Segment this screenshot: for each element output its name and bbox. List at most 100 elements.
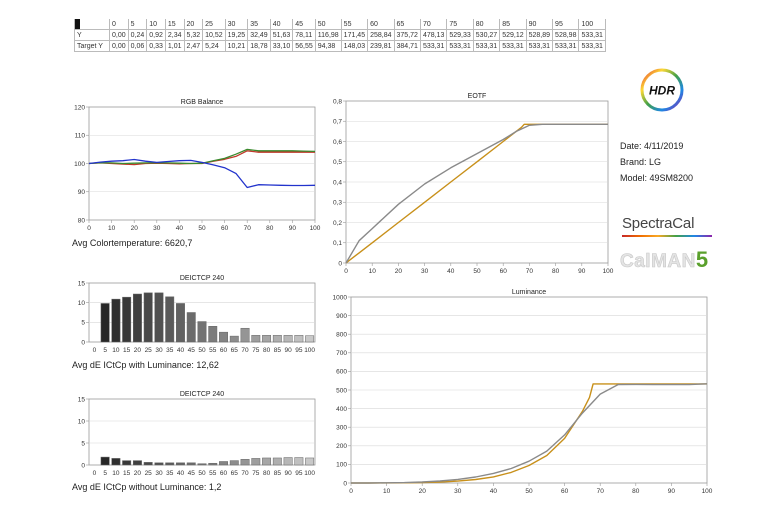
de-with-luminance-caption: Avg dE ICtCp with Luminance: 12,62 (72, 360, 219, 370)
bar (176, 462, 185, 466)
info-model: Model: 49SM8200 (620, 173, 694, 183)
y-tick-label: 0,2 (333, 220, 342, 227)
y-tick-label: 0 (343, 480, 347, 487)
x-tick-label: 70 (244, 225, 252, 232)
y-tick-label: 90 (78, 189, 86, 196)
x-tick-label: 65 (231, 470, 239, 477)
x-tick-label: 90 (284, 347, 292, 354)
calman-version: 5 (695, 247, 709, 272)
spectracal-underline (622, 235, 712, 237)
x-tick-label: 0 (93, 347, 97, 354)
bar (305, 335, 315, 343)
x-tick-label: 80 (266, 225, 274, 232)
x-tick-label: 80 (552, 268, 560, 275)
x-tick-label: 80 (263, 347, 271, 354)
x-tick-label: 50 (198, 347, 206, 354)
x-tick-label: 75 (252, 470, 260, 477)
x-tick-label: 25 (145, 347, 153, 354)
x-tick-label: 90 (284, 470, 292, 477)
x-tick-label: 45 (188, 347, 196, 354)
bar (176, 303, 185, 343)
x-tick-label: 80 (632, 488, 640, 495)
y-tick-label: 100 (336, 462, 347, 469)
y-tick-label: 5 (81, 440, 85, 447)
bar (219, 461, 228, 466)
bar (132, 460, 142, 466)
x-tick-label: 60 (500, 268, 508, 275)
y-tick-label: 500 (336, 387, 347, 394)
x-tick-label: 10 (369, 268, 377, 275)
table-cell: 533,31 (578, 40, 606, 52)
table-header-row: 0 5 10 15 20 25 30 35 40 45 50 55 60 65 70 75 80 85 90 95 10… (74, 19, 606, 30)
series-line-blue (88, 158, 316, 189)
x-tick-label: 5 (103, 347, 107, 354)
x-tick-label: 35 (166, 347, 174, 354)
x-tick-label: 40 (177, 470, 185, 477)
x-tick-label: 100 (603, 268, 614, 275)
table-row-label: Target Y (74, 40, 110, 52)
bar (229, 335, 239, 343)
y-tick-label: 900 (336, 313, 347, 320)
x-tick-label: 90 (668, 488, 676, 495)
x-tick-label: 60 (561, 488, 569, 495)
info-brand: Brand: LG (620, 157, 662, 167)
y-tick-label: 300 (336, 425, 347, 432)
luminance-title: Luminance (512, 289, 546, 296)
x-tick-label: 100 (304, 470, 315, 477)
bar (283, 335, 293, 343)
bar (143, 462, 153, 466)
bar (294, 457, 304, 466)
bar (186, 312, 196, 343)
x-tick-label: 10 (112, 470, 120, 477)
x-tick-label: 5 (103, 470, 107, 477)
x-tick-label: 20 (134, 347, 142, 354)
x-tick-label: 40 (176, 225, 184, 232)
bar (208, 326, 218, 343)
eotf-chart: EOTF 0 0,1 0,2 0,3 0,4 0,5 0,6 0,7 0,8 0 10 20 30 40 50… (333, 93, 614, 275)
y-tick-label: 120 (74, 104, 85, 111)
bar (165, 462, 175, 466)
x-tick-label: 0 (344, 268, 348, 275)
x-tick-label: 20 (131, 225, 139, 232)
y-tick-label: 10 (78, 418, 86, 425)
x-tick-label: 20 (419, 488, 427, 495)
calman-logo: CalMAN5 (620, 247, 709, 273)
bar (186, 462, 196, 466)
x-tick-label: 100 (310, 225, 321, 232)
x-tick-label: 0 (87, 225, 91, 232)
x-tick-label: 100 (702, 488, 713, 495)
y-tick-label: 0,4 (333, 179, 342, 186)
hdr-logo: HDR (640, 68, 684, 112)
x-tick-label: 90 (578, 268, 586, 275)
y-tick-label: 1000 (333, 294, 348, 301)
table-row: Target Y 0,00 0,06 0,33 1,01 2,47 5,24 10,21 18,… (74, 40, 606, 52)
x-tick-label: 80 (263, 470, 271, 477)
x-tick-label: 70 (597, 488, 605, 495)
y-tick-label: 0,1 (333, 240, 342, 247)
table-corner-marker (75, 19, 80, 29)
x-tick-label: 50 (198, 225, 206, 232)
spectracal-logo: SpectraCal (622, 215, 695, 232)
x-tick-label: 60 (221, 225, 229, 232)
bar (122, 296, 132, 343)
x-tick-label: 15 (123, 347, 131, 354)
bar (240, 459, 250, 466)
bar (154, 462, 164, 466)
bar (219, 331, 228, 343)
y-tick-label: 15 (78, 280, 86, 287)
x-tick-label: 85 (274, 470, 282, 477)
y-tick-label: 0 (81, 462, 85, 469)
series-line-measured (345, 123, 608, 264)
x-tick-label: 50 (525, 488, 533, 495)
bar (251, 458, 261, 466)
hdr-logo-text: HDR (649, 84, 675, 98)
x-tick-label: 10 (383, 488, 391, 495)
x-tick-label: 15 (123, 470, 131, 477)
bar (251, 335, 261, 343)
bar (154, 292, 164, 343)
x-tick-label: 55 (209, 470, 217, 477)
bar (111, 458, 121, 466)
table-cell: 533,31 (472, 40, 501, 52)
bar (122, 460, 132, 466)
bar (208, 462, 218, 466)
